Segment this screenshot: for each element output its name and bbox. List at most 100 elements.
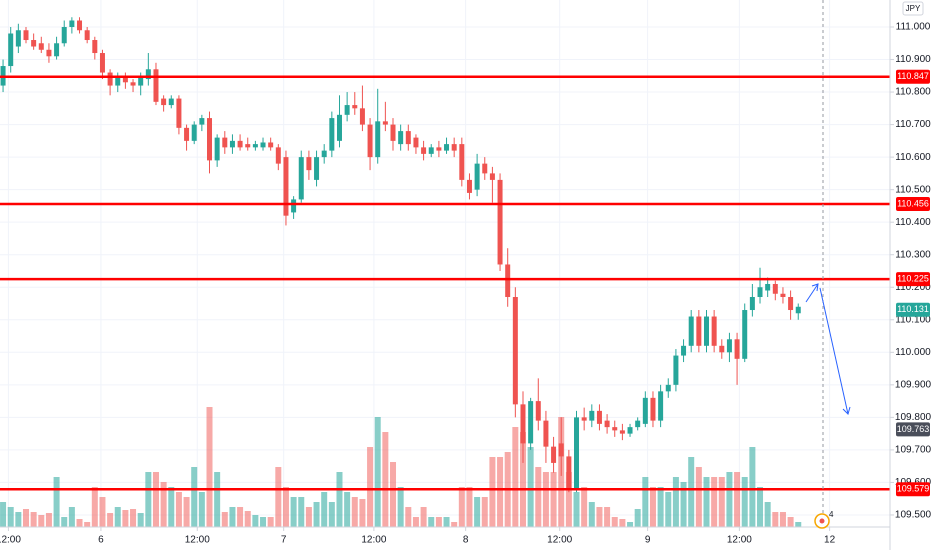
volume-bar: [489, 457, 496, 527]
volume-bar: [114, 507, 121, 527]
candle-body: [367, 124, 373, 158]
y-tick-label: 110.400: [895, 217, 931, 228]
candle-body: [474, 163, 480, 190]
volume-bar: [672, 477, 679, 527]
y-tick-label: 111.000: [896, 22, 931, 33]
candle-body: [92, 40, 98, 54]
volume-bar: [252, 515, 259, 527]
volume-bar: [795, 522, 802, 527]
candle-body: [428, 147, 434, 154]
volume-bar: [321, 492, 328, 527]
volume-bar: [7, 507, 14, 527]
candle-body: [512, 297, 518, 405]
candle-body: [749, 297, 755, 311]
volume-bar: [68, 507, 75, 527]
candle-body: [589, 410, 595, 421]
candle-body: [237, 140, 243, 148]
candle-body: [405, 131, 411, 145]
candle-body: [222, 137, 228, 148]
candle-body: [719, 345, 725, 353]
y-tick-label: 110.000: [895, 347, 931, 358]
volume-bar: [107, 513, 114, 527]
candle-body: [726, 339, 732, 353]
candle-body: [54, 43, 60, 57]
volume-bar: [474, 497, 481, 527]
candle-body: [99, 53, 105, 73]
x-tick-label: 7: [281, 535, 287, 546]
price-label: 110.131: [897, 304, 929, 314]
volume-bar: [741, 477, 748, 527]
candle-body: [252, 144, 258, 148]
candle-body: [788, 297, 794, 311]
volume-bar: [703, 477, 710, 527]
volume-bar: [214, 472, 221, 527]
volume-bar: [779, 512, 786, 527]
volume-bar: [734, 472, 741, 527]
y-tick-label: 109.500: [895, 510, 932, 521]
volume-bar: [435, 517, 442, 527]
candle-body: [466, 179, 472, 193]
candle-body: [612, 427, 618, 431]
volume-bar: [711, 477, 718, 527]
candle-body: [306, 157, 312, 171]
volume-bar: [405, 507, 412, 527]
volume-bar: [718, 477, 725, 527]
candle-body: [77, 20, 83, 31]
volume-bar: [45, 513, 52, 527]
volume-bar: [627, 522, 634, 527]
arrow-head: [811, 283, 819, 292]
candle-body: [619, 430, 625, 434]
volume-bar: [588, 502, 595, 527]
candle-body: [520, 404, 526, 444]
candle-body: [352, 105, 358, 109]
volume-bar: [428, 517, 435, 527]
x-tick-label: 12: [824, 535, 836, 546]
volume-bar: [772, 512, 779, 527]
candle-body: [15, 30, 21, 47]
volume-bar: [619, 519, 626, 527]
volume-bar: [244, 511, 251, 527]
projection-arrow: [805, 283, 851, 415]
volume-bar: [382, 432, 389, 527]
candle-body: [436, 147, 442, 151]
candle-body: [298, 157, 304, 200]
candle-body: [543, 420, 549, 447]
volume-bar: [565, 472, 572, 527]
candle-body: [184, 127, 190, 141]
candle-body: [153, 69, 159, 102]
x-tick-label: 12:00: [185, 535, 210, 546]
candle-body: [528, 401, 534, 444]
volume-bar: [695, 467, 702, 527]
candle-body: [574, 417, 580, 489]
volume-bar: [519, 432, 526, 527]
currency-box: [902, 1, 924, 16]
price-label: 110.847: [897, 71, 929, 81]
volume-bar: [191, 467, 198, 527]
volume-bar: [15, 512, 22, 527]
volume-bar: [328, 502, 335, 527]
price-label-box: [896, 69, 930, 84]
y-tick-label: 109.900: [895, 379, 932, 390]
volume-bar: [596, 507, 603, 527]
volume-bar: [443, 517, 450, 527]
candle-body: [658, 391, 664, 421]
y-tick-label: 110.100: [895, 314, 931, 325]
candle-body: [765, 283, 771, 291]
volume-bar: [313, 502, 320, 527]
price-label-box: [896, 482, 930, 497]
price-label: 110.225: [897, 273, 929, 283]
volume-bar: [183, 497, 190, 527]
volume-bar: [38, 515, 45, 527]
volume-bar: [657, 487, 664, 527]
candle-body: [260, 142, 266, 148]
volume-bar: [267, 517, 274, 527]
volume-bar: [665, 492, 672, 527]
candle-body: [145, 69, 151, 80]
candle-body: [336, 114, 342, 141]
y-tick-label: 110.300: [895, 249, 931, 260]
candle-body: [283, 157, 289, 216]
volume-bar: [649, 487, 656, 527]
volume-bar: [481, 497, 488, 527]
volume-bar: [122, 510, 129, 527]
volume-bar: [168, 487, 175, 527]
